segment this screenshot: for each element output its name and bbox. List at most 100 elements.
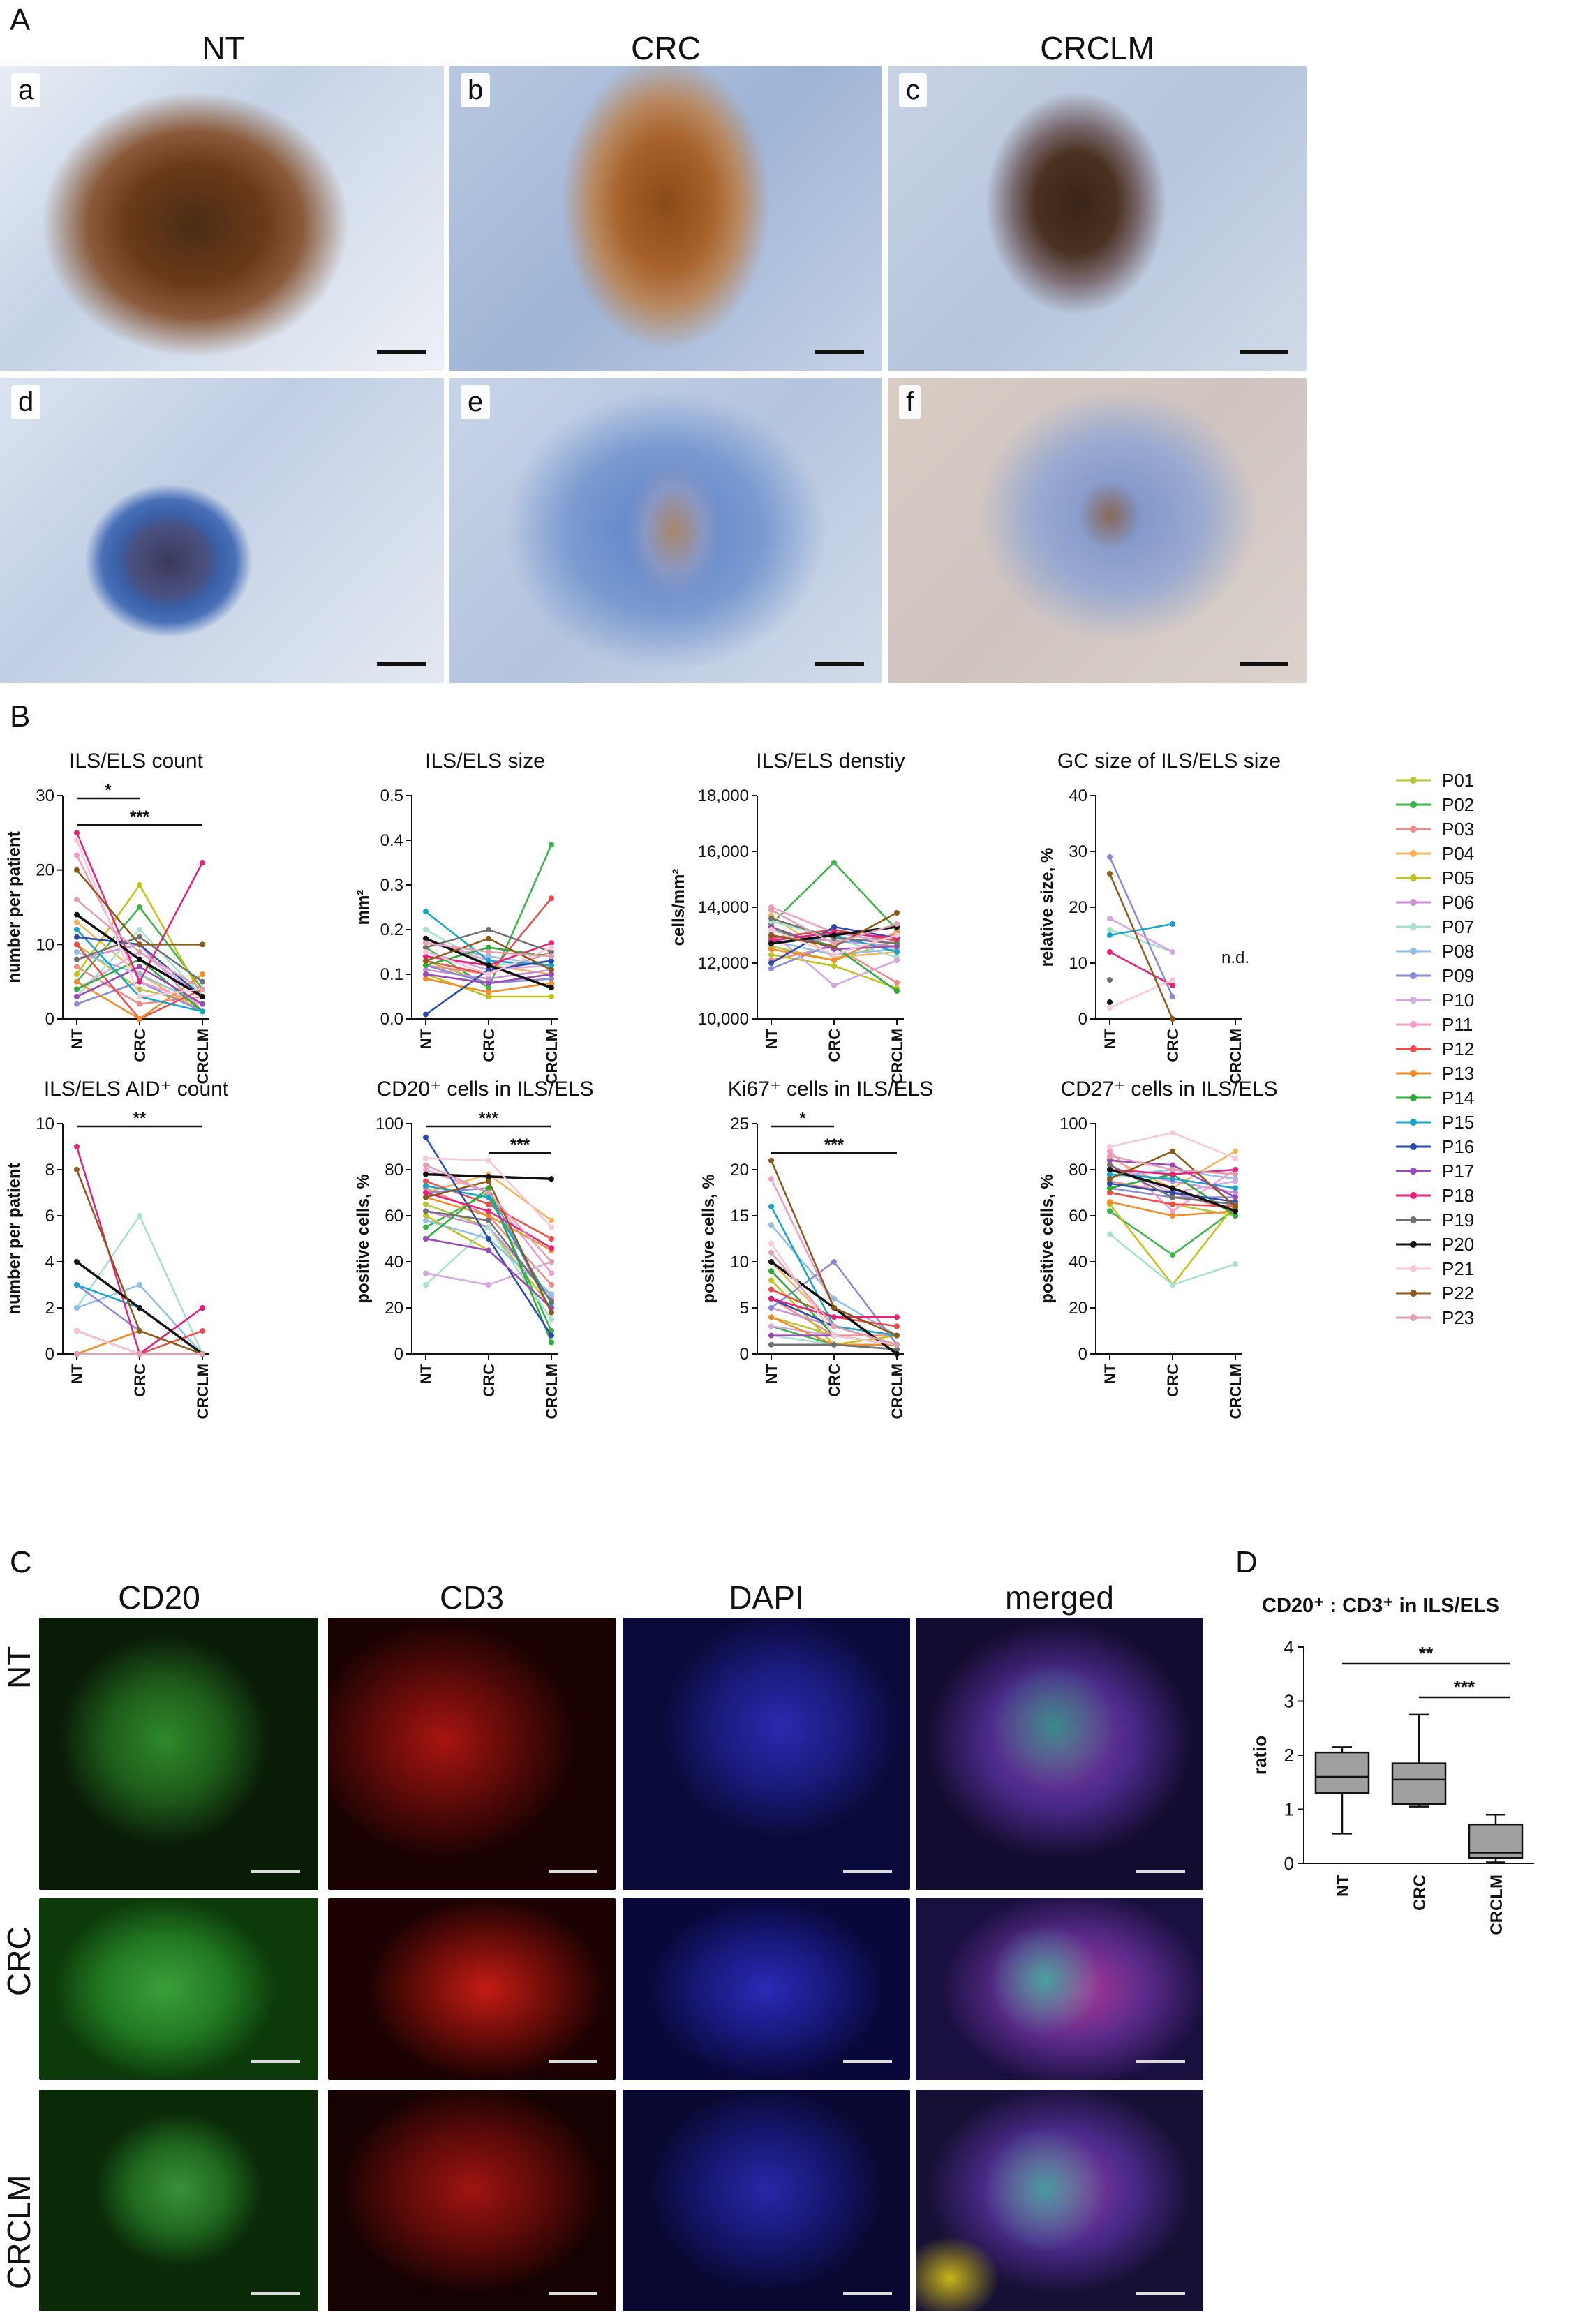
data-point: [137, 882, 142, 888]
data-point: [768, 1176, 774, 1182]
data-point: [486, 949, 491, 955]
data-point: [137, 978, 142, 985]
y-tick-label: 0.4: [380, 831, 403, 850]
scale-bar: [377, 662, 426, 666]
data-point: [549, 842, 554, 848]
series-line: [75, 1146, 203, 1356]
data-point: [768, 952, 774, 958]
data-point: [74, 1351, 80, 1357]
legend-label: P03: [1442, 819, 1474, 840]
data-point: [894, 980, 900, 985]
data-point: [549, 1291, 554, 1297]
data-point: [423, 1213, 429, 1219]
y-axis-label: relative size, %: [1038, 848, 1057, 967]
data-point: [1107, 949, 1113, 955]
c-row-nt: NT: [1, 1646, 37, 1689]
legend-marker: [1410, 1070, 1417, 1077]
data-point: [137, 971, 142, 977]
legend-marker: [1410, 1045, 1417, 1052]
y-tick-label: 20: [1069, 1299, 1087, 1318]
c-row-crclm: CRCLM: [1, 2175, 37, 2289]
x-tick-label: NT: [763, 1028, 780, 1049]
fluor-cd20-nt: [39, 1618, 318, 1890]
data-point: [1170, 1167, 1175, 1172]
data-point: [831, 952, 837, 958]
y-tick-label: 0: [1078, 1345, 1087, 1364]
y-tick-label: 16,000: [698, 842, 749, 861]
fluor-dapi-crclm: [623, 2090, 910, 2311]
data-point: [200, 986, 205, 992]
legend-label: P20: [1442, 1234, 1474, 1255]
data-point: [486, 976, 491, 982]
data-point: [549, 1316, 554, 1323]
data-point: [1170, 1213, 1175, 1219]
data-point: [423, 1236, 429, 1242]
data-point: [486, 1173, 491, 1179]
y-tick-label: 3: [1284, 1691, 1294, 1712]
data-point: [1170, 1162, 1175, 1168]
legend-label: P11: [1442, 1014, 1473, 1035]
fluor-cd20-crc: [39, 1898, 318, 2080]
data-point: [768, 960, 774, 966]
data-point: [486, 953, 491, 960]
chart-title: ILS/ELS count: [69, 750, 203, 773]
scale-bar: [815, 350, 864, 354]
data-point: [200, 1328, 205, 1334]
data-point: [486, 1157, 491, 1163]
legend-marker: [1410, 1168, 1417, 1175]
legend-marker: [1410, 1314, 1417, 1321]
chart-4: ILS/ELS AID⁺ count 0 2 4 6 8 10 number per pati…: [5, 1078, 229, 1419]
chart-7: CD27⁺ cells in ILS/ELS 0 20 40 60 80 100 positi…: [1038, 1078, 1277, 1419]
x-tick-label: NT: [68, 1028, 86, 1049]
data-point: [423, 1183, 429, 1189]
subpanel-label-d: d: [11, 385, 41, 419]
fluor-dapi-crc: [623, 1898, 910, 2080]
data-point: [1170, 1194, 1175, 1200]
x-tick-label: CRCLM: [1487, 1875, 1506, 1935]
data-point: [768, 907, 774, 913]
data-point: [74, 911, 80, 918]
data-point: [768, 932, 774, 938]
data-point: [768, 1203, 774, 1209]
data-point: [1107, 1144, 1113, 1149]
c-column-cd3: CD3: [439, 1579, 505, 1616]
data-point: [137, 1213, 142, 1219]
y-axis-label: number per patient: [5, 831, 24, 983]
data-point: [423, 1167, 429, 1172]
y-tick-label: 40: [1069, 1253, 1087, 1272]
y-tick-label: 6: [45, 1207, 54, 1226]
y-axis-label: number per patient: [5, 1163, 24, 1314]
data-point: [486, 1178, 491, 1184]
y-tick-label: 0: [394, 1345, 403, 1364]
fluor-cd20-crclm: [39, 2090, 318, 2311]
y-tick-label: 80: [1069, 1161, 1087, 1179]
x-tick-label: CRC: [826, 1029, 843, 1062]
x-tick-label: NT: [1334, 1875, 1353, 1897]
chart-title: ILS/ELS size: [425, 750, 545, 773]
data-point: [1233, 1167, 1238, 1172]
data-point: [768, 916, 774, 921]
data-point: [894, 1341, 900, 1348]
series-line: [1108, 856, 1174, 997]
legend-label: P15: [1442, 1112, 1474, 1133]
x-tick-label: CRCLM: [1227, 1029, 1244, 1084]
data-point: [768, 946, 774, 952]
data-point: [1107, 1185, 1113, 1191]
data-point: [486, 985, 491, 991]
data-point: [423, 1201, 429, 1207]
data-point: [486, 1194, 491, 1200]
data-point: [74, 837, 80, 843]
x-tick-label: CRC: [1164, 1029, 1182, 1062]
data-point: [1107, 927, 1113, 932]
data-point: [486, 1213, 491, 1219]
data-point: [894, 1346, 900, 1353]
data-point: [74, 1282, 80, 1288]
data-point: [894, 932, 900, 938]
y-tick-label: 15: [730, 1207, 749, 1226]
significance-label: **: [1419, 1643, 1434, 1664]
legend-label: P07: [1442, 916, 1474, 937]
data-point: [423, 967, 429, 973]
data-point: [423, 1194, 429, 1200]
data-point: [768, 1341, 774, 1348]
scale-bar: [1136, 1870, 1185, 1873]
